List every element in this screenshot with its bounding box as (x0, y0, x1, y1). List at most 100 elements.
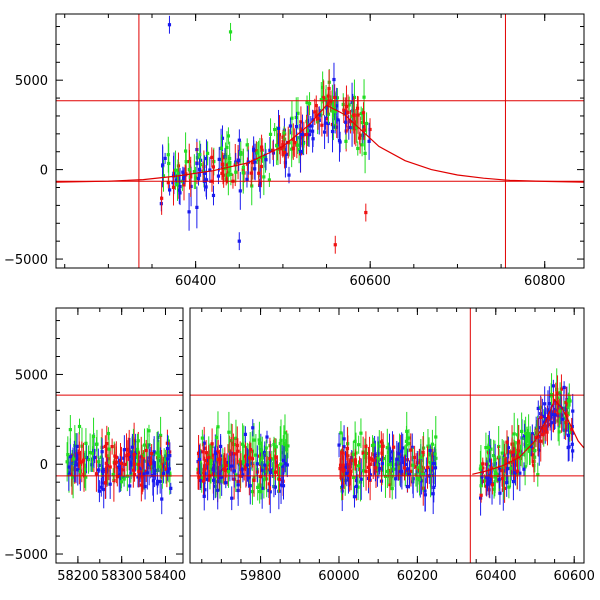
data-point (178, 184, 182, 189)
data-point (366, 465, 371, 469)
data-point (402, 466, 407, 470)
data-point (343, 466, 348, 470)
data-point (257, 171, 261, 175)
data-point (331, 124, 336, 128)
data-point (546, 410, 550, 415)
data-point (479, 493, 483, 497)
data-point (372, 443, 376, 447)
data-point (100, 450, 104, 454)
data-point (140, 475, 144, 479)
data-point (378, 467, 382, 471)
data-point (234, 436, 238, 440)
data-point (137, 462, 141, 467)
data-point (391, 463, 395, 467)
data-point (227, 449, 232, 453)
data-point (107, 447, 111, 451)
data-point (134, 451, 138, 455)
data-point (500, 476, 505, 481)
data-point (498, 467, 502, 471)
model-curve (472, 398, 584, 475)
data-point (229, 172, 233, 176)
data-point (297, 148, 301, 152)
data-point (275, 464, 280, 468)
data-point (97, 460, 101, 464)
data-point (166, 153, 170, 157)
data-point (139, 455, 143, 459)
data-point (127, 448, 131, 452)
data-point (220, 136, 225, 140)
data-point (204, 185, 208, 189)
data-point (564, 408, 568, 412)
data-point (210, 442, 214, 446)
data-point (111, 472, 115, 477)
data-point (280, 464, 284, 468)
data-point (124, 447, 129, 452)
bottom-panel: −5000 0 5000 58200 58300 58400 59800 60000 60200… (4, 307, 595, 584)
data-point (322, 130, 327, 134)
data-point (213, 484, 217, 488)
data-point (430, 442, 434, 446)
data-point (344, 120, 348, 124)
data-point (226, 173, 230, 177)
data-point (513, 471, 518, 475)
data-point (196, 471, 200, 475)
data-point (353, 458, 357, 462)
data-point (91, 434, 96, 439)
data-point (119, 461, 124, 465)
data-point (317, 118, 321, 123)
data-point (136, 475, 140, 479)
data-point (200, 436, 204, 440)
data-point (352, 475, 356, 480)
data-point (115, 474, 119, 479)
data-point (174, 178, 179, 182)
outlier-points (167, 15, 368, 254)
y-tick-label: 5000 (15, 74, 48, 89)
data-point (238, 189, 242, 193)
data-point (235, 443, 239, 448)
y-tick-label: −5000 (4, 253, 48, 268)
data-point (478, 496, 483, 500)
data-point (359, 431, 363, 435)
data-point (241, 442, 245, 446)
data-point (364, 210, 368, 215)
data-point (296, 111, 300, 115)
data-point (265, 435, 269, 439)
data-point (226, 134, 231, 138)
data-point (300, 132, 305, 137)
data-point (423, 493, 427, 497)
data-point (225, 163, 229, 167)
data-point (517, 439, 521, 443)
data-point (281, 451, 285, 455)
data-point (338, 466, 342, 471)
data-point (101, 467, 105, 472)
data-point (486, 482, 490, 486)
data-point (367, 139, 371, 143)
y-tick-label: 0 (40, 458, 48, 473)
data-point (516, 433, 520, 437)
data-point (255, 462, 259, 466)
data-point (66, 453, 70, 457)
data-point (258, 483, 262, 487)
data-point (143, 484, 147, 489)
data-point (489, 466, 494, 470)
data-point (272, 469, 276, 473)
data-point (549, 415, 553, 419)
data-point (104, 461, 108, 465)
data-points (159, 62, 372, 231)
data-point (159, 465, 163, 469)
data-point (252, 478, 256, 482)
data-point (156, 453, 160, 457)
data-point (363, 151, 367, 156)
data-point (250, 184, 254, 188)
data-point (543, 426, 547, 431)
data-point (93, 455, 97, 460)
data-point (355, 106, 360, 110)
data-point (350, 456, 354, 460)
data-point (97, 489, 102, 493)
data-point (131, 442, 136, 446)
data-point (284, 152, 288, 156)
data-point (135, 447, 140, 452)
data-point (216, 488, 220, 492)
data-point (75, 444, 79, 448)
data-point (415, 476, 419, 480)
